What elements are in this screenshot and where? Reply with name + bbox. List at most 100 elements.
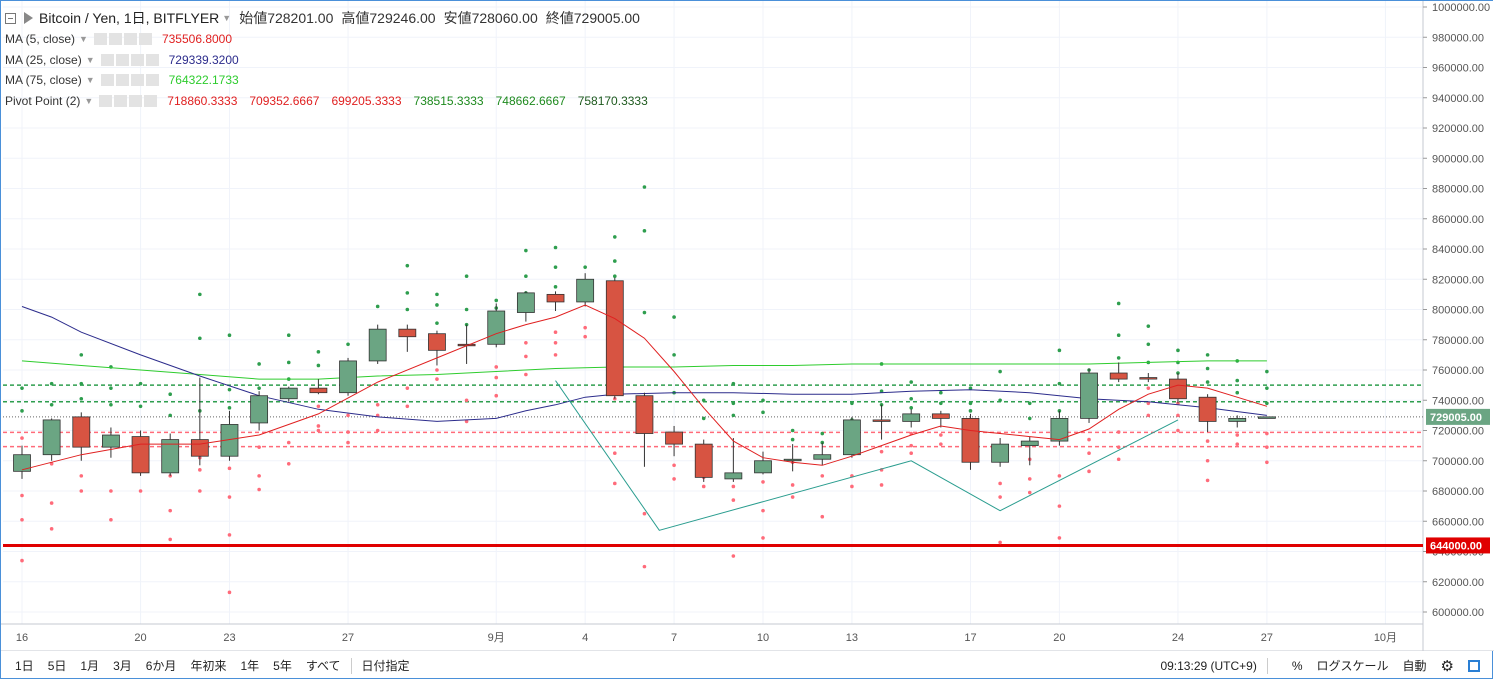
timeframe-button[interactable]: すべて (305, 659, 341, 673)
ma25-line[interactable] (21, 306, 1267, 422)
timeframe-button[interactable]: 1月 (80, 659, 100, 673)
candle-body[interactable] (1020, 440, 1039, 447)
candle-body[interactable] (961, 417, 980, 463)
candle-body[interactable] (516, 292, 535, 313)
candle-body[interactable] (42, 419, 61, 456)
chevron-down-icon[interactable]: ▼ (85, 75, 95, 86)
candle-body[interactable] (339, 360, 357, 394)
close-icon[interactable] (144, 94, 158, 107)
price-tick-label: 940000.00 (1432, 93, 1484, 105)
date-range-button[interactable]: 日付指定 (361, 659, 410, 673)
auto-scale-toggle[interactable]: 自動 (1402, 659, 1427, 673)
indicator-row[interactable]: MA (5, close) ▼ 735506.8000 (5, 29, 660, 50)
close-icon[interactable] (145, 53, 159, 66)
candle-body[interactable] (665, 431, 683, 445)
candle-body[interactable] (1228, 417, 1247, 422)
candle-body[interactable] (368, 328, 387, 362)
ma5-line[interactable] (21, 304, 1268, 471)
indicator-row[interactable]: MA (75, close) ▼ 764322.1733 (5, 70, 660, 91)
candle-body[interactable] (872, 419, 891, 422)
timeframe-button[interactable]: 3月 (113, 659, 132, 673)
candle-body[interactable] (250, 395, 269, 424)
candle-body[interactable] (576, 278, 595, 303)
ma75-line[interactable] (21, 360, 1267, 380)
candle-body[interactable] (13, 454, 31, 472)
indicator-name[interactable]: MA (25, close) (5, 52, 82, 67)
candle-body[interactable] (1257, 416, 1276, 419)
candle-body[interactable] (902, 413, 921, 422)
candle-body[interactable] (1139, 377, 1158, 380)
candle-body[interactable] (1080, 372, 1098, 419)
candle-body[interactable] (931, 413, 950, 419)
candle-body[interactable] (161, 439, 180, 474)
candle-body[interactable] (694, 443, 713, 478)
pivot-support-dot (731, 484, 736, 489)
clock-readout[interactable]: 09:13:29 (UTC+9) (1160, 658, 1257, 673)
timeframe-button[interactable]: 5日 (47, 659, 67, 673)
candle-body[interactable] (428, 333, 446, 351)
candle-body[interactable] (487, 310, 506, 345)
timeframe-button[interactable]: 1年 (240, 659, 260, 673)
candle-body[interactable] (398, 328, 417, 338)
candle-body[interactable] (546, 293, 565, 303)
candle-body[interactable] (309, 387, 328, 394)
eye-icon[interactable] (93, 33, 107, 46)
eye-icon[interactable] (100, 53, 114, 66)
indicator-name[interactable]: MA (5, close) (5, 32, 76, 47)
candle-body[interactable] (220, 424, 239, 457)
candle-body[interactable] (724, 472, 743, 480)
candle-body[interactable] (843, 419, 861, 456)
gear-icon[interactable] (115, 53, 129, 66)
plus-icon[interactable] (129, 94, 143, 107)
indicator-name[interactable]: MA (75, close) (5, 73, 82, 88)
candle-body[interactable] (813, 454, 832, 460)
timeframe-button[interactable]: 1日 (15, 659, 34, 673)
collapse-icon[interactable] (5, 12, 16, 24)
candle-body[interactable] (279, 387, 298, 400)
indicator-name[interactable]: Pivot Point (2) (5, 93, 81, 108)
candle-body[interactable] (1169, 378, 1187, 400)
candle-body[interactable] (102, 434, 120, 448)
candle-body[interactable] (1198, 396, 1217, 422)
candle-body[interactable] (1109, 372, 1128, 380)
percent-toggle[interactable]: % (1291, 658, 1303, 673)
close-icon[interactable] (138, 33, 152, 46)
eye-icon[interactable] (99, 94, 113, 107)
time-tick-label: 27 (1261, 632, 1273, 644)
symbol-title[interactable]: Bitcoin / Yen, 1日, BITFLYER (39, 10, 220, 26)
price-chart[interactable]: 600000.00620000.00640000.00660000.006800… (1, 1, 1494, 651)
plus-icon[interactable] (130, 74, 144, 87)
fullscreen-icon[interactable] (1468, 659, 1480, 672)
chevron-down-icon[interactable]: ▼ (84, 95, 94, 106)
pivot-resistance-dot (968, 409, 973, 413)
chevron-down-icon[interactable]: ▼ (79, 34, 88, 45)
candle-body[interactable] (754, 460, 772, 474)
candle-body[interactable] (991, 443, 1010, 463)
close-icon[interactable] (145, 74, 159, 87)
timeframe-button[interactable]: 5年 (273, 659, 292, 673)
candle-body[interactable] (131, 436, 150, 474)
pivot-resistance-dot (701, 416, 706, 421)
flag-icon[interactable] (24, 12, 33, 24)
gear-icon[interactable] (108, 33, 122, 46)
candle-body[interactable] (1050, 417, 1069, 442)
trend-line-drawing[interactable] (555, 380, 1179, 531)
gear-icon[interactable] (115, 74, 129, 87)
candle-body[interactable] (605, 280, 624, 397)
indicator-row[interactable]: MA (25, close) ▼ 729339.3200 (5, 50, 660, 71)
eye-icon[interactable] (100, 74, 114, 87)
candle-body[interactable] (635, 395, 654, 434)
candle-body[interactable] (190, 439, 209, 457)
timeframe-button[interactable]: 年初来 (190, 659, 227, 673)
plus-icon[interactable] (130, 53, 144, 66)
plus-icon[interactable] (123, 33, 137, 46)
indicator-row[interactable]: Pivot Point (2) ▼ 718860.3333 709352.6667 69… (5, 91, 660, 112)
log-scale-toggle[interactable]: ログスケール (1316, 659, 1389, 673)
gear-icon[interactable]: ⚙ (1440, 657, 1454, 675)
candle-body[interactable] (783, 458, 802, 462)
gear-icon[interactable] (114, 94, 128, 107)
chevron-down-icon[interactable]: ▼ (222, 13, 232, 23)
timeframe-button[interactable]: 6か月 (145, 659, 177, 673)
candle-body[interactable] (72, 416, 91, 448)
chevron-down-icon[interactable]: ▼ (85, 54, 95, 65)
